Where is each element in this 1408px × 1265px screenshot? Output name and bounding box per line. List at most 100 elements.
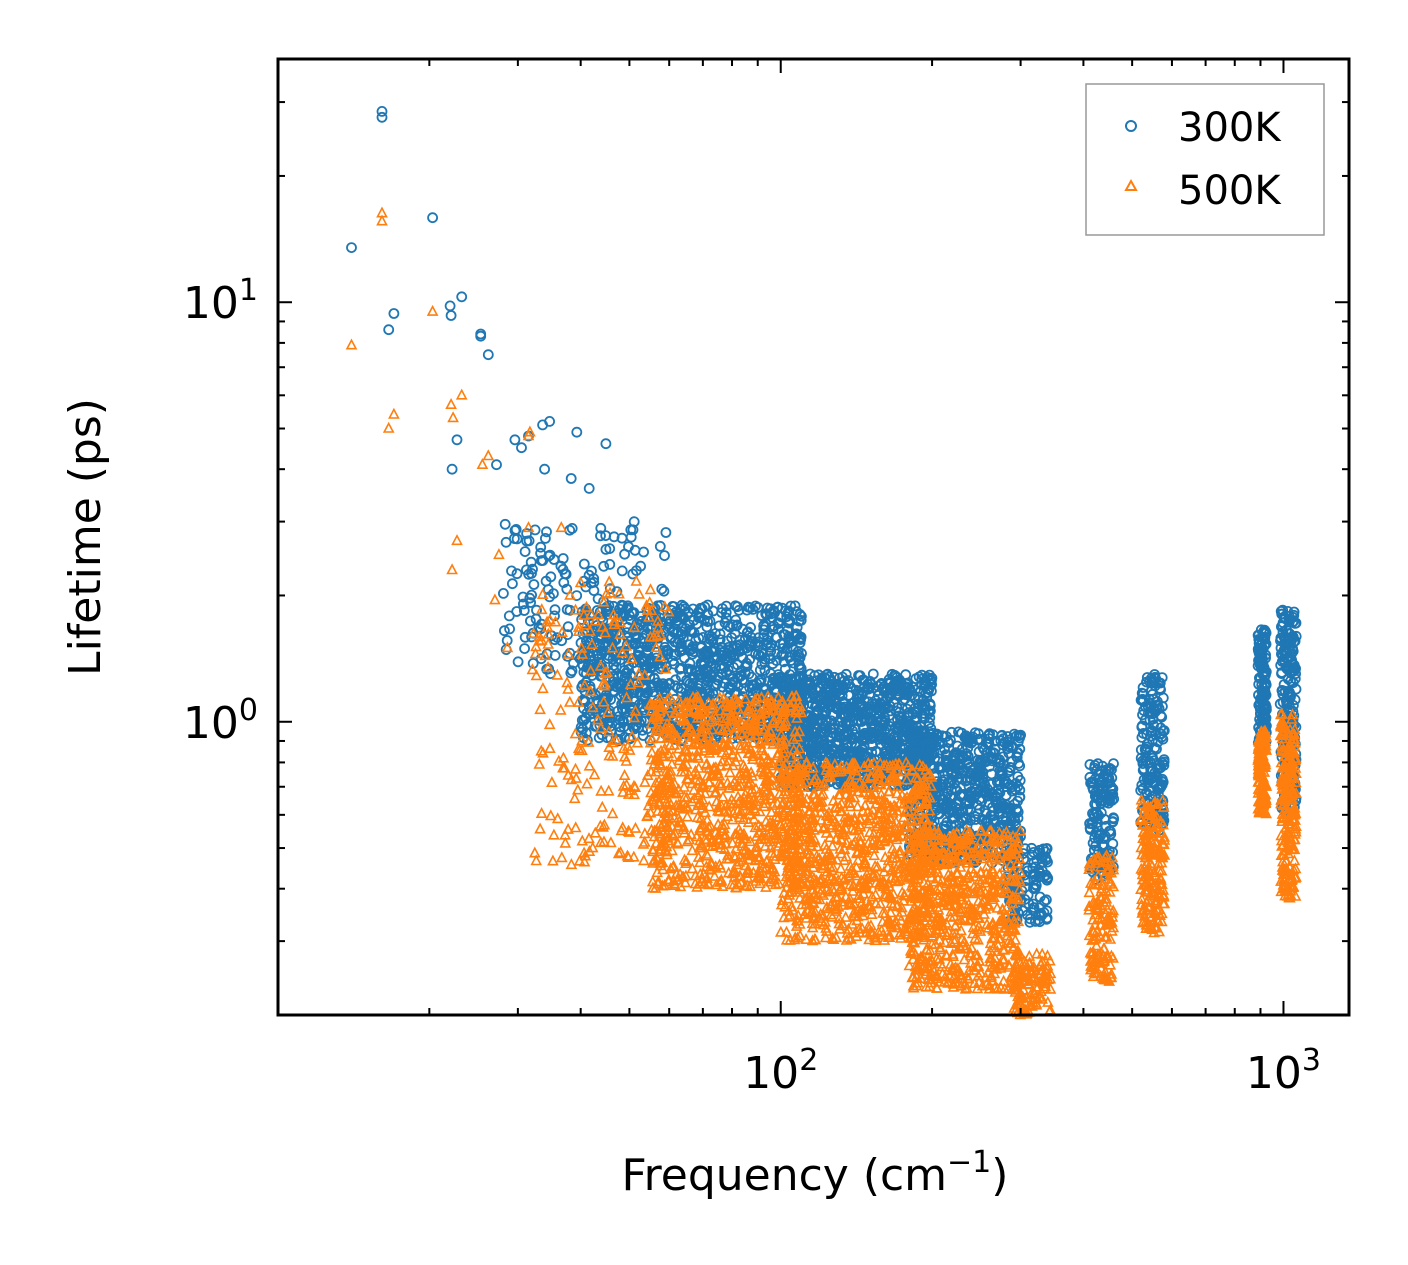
- data-point: [771, 655, 782, 666]
- data-point: [510, 524, 522, 535]
- data-point: [776, 602, 788, 614]
- data-point: [595, 522, 607, 534]
- data-point: [598, 560, 610, 572]
- data-point: [566, 523, 578, 534]
- data-point: [619, 664, 630, 676]
- data-point: [482, 349, 494, 361]
- data-point: [677, 611, 688, 622]
- data-point: [518, 598, 529, 610]
- data-point: [661, 645, 672, 657]
- data-point: [863, 696, 874, 708]
- data-point: [446, 463, 458, 475]
- data-point: [880, 734, 891, 746]
- data-point: [654, 541, 666, 552]
- data-point: [526, 589, 537, 601]
- data-point: [632, 722, 644, 734]
- data-point: [738, 683, 749, 695]
- data-point: [714, 628, 726, 640]
- data-point: [692, 679, 704, 691]
- data-point: [618, 716, 629, 727]
- data-point: [498, 625, 510, 637]
- data-point: [536, 555, 547, 566]
- data-point: [383, 324, 395, 336]
- data-point: [658, 585, 670, 597]
- data-point: [880, 695, 892, 707]
- data-point: [724, 683, 736, 695]
- data-point: [582, 734, 593, 746]
- data-point: [535, 541, 547, 553]
- data-point: [604, 559, 616, 570]
- data-point: [746, 671, 758, 683]
- data-point: [717, 603, 728, 614]
- data-point: [660, 682, 672, 693]
- data-point: [648, 661, 659, 673]
- data-point: [676, 645, 688, 657]
- data-point: [758, 632, 769, 643]
- data-point: [793, 655, 805, 666]
- data-point: [535, 547, 546, 559]
- data-point: [754, 664, 766, 676]
- data-point: [765, 668, 776, 679]
- data-point: [616, 565, 628, 577]
- data-point: [887, 747, 898, 759]
- data-point: [876, 713, 887, 725]
- data-point: [778, 648, 789, 660]
- data-point: [809, 670, 821, 682]
- data-point: [859, 713, 871, 725]
- data-point: [451, 434, 463, 446]
- data-point: [869, 698, 880, 710]
- data-point: [607, 653, 619, 665]
- data-point: [519, 546, 531, 557]
- data-point: [712, 674, 724, 686]
- data-point: [765, 645, 777, 657]
- data-point: [636, 654, 648, 666]
- data-point: [684, 658, 696, 669]
- data-point: [721, 650, 733, 662]
- data-point: [822, 693, 834, 705]
- data-point: [867, 668, 879, 680]
- data-point: [773, 618, 785, 629]
- data-point: [584, 680, 596, 692]
- data-point: [503, 610, 515, 622]
- data-point: [674, 663, 686, 675]
- data-point: [629, 544, 641, 556]
- data-point: [626, 607, 638, 619]
- data-point: [710, 651, 722, 663]
- data-point: [788, 657, 799, 669]
- data-point: [614, 654, 626, 666]
- data-point: [507, 578, 518, 590]
- data-point: [710, 628, 721, 639]
- data-point: [445, 310, 457, 321]
- data-point: [655, 681, 666, 692]
- data-point: [701, 683, 713, 695]
- data-point: [845, 703, 857, 714]
- data-point: [756, 610, 767, 621]
- data-point: [696, 641, 708, 653]
- data-point: [627, 568, 639, 580]
- data-point: [823, 746, 835, 758]
- data-points: [345, 106, 1302, 1020]
- data-point: [518, 605, 530, 616]
- data-point: [822, 682, 834, 694]
- data-point: [924, 712, 936, 724]
- data-point: [693, 606, 704, 618]
- data-point: [645, 658, 656, 670]
- data-point: [539, 463, 550, 475]
- data-point: [540, 533, 551, 544]
- data-point: [376, 106, 388, 117]
- data-point: [544, 591, 555, 603]
- data-point: [456, 291, 468, 303]
- data-point: [667, 625, 679, 637]
- data-point: [724, 621, 736, 633]
- data-point: [593, 732, 605, 744]
- data-point: [616, 599, 628, 611]
- data-point: [842, 747, 854, 759]
- data-point: [728, 643, 739, 655]
- data-point: [724, 669, 736, 681]
- data-point: [624, 733, 636, 744]
- data-point: [684, 645, 695, 656]
- data-point: [637, 730, 649, 741]
- data-point: [605, 694, 616, 705]
- data-point: [491, 459, 502, 471]
- data-point: [548, 554, 560, 565]
